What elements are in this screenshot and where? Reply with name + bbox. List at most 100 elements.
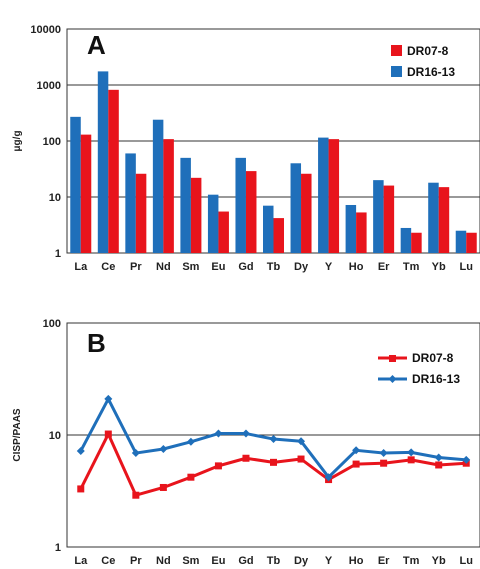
- bar-dr07-8-dy: [301, 173, 312, 253]
- point-dr07-8-sm: [187, 473, 195, 481]
- point-dr16-13-la: [76, 446, 85, 455]
- x-tick-label-dy: Dy: [294, 555, 309, 567]
- x-tick-label-ce: Ce: [101, 261, 115, 273]
- x-tick-label-y: Y: [325, 261, 333, 273]
- bar-dr16-13-pr: [125, 153, 136, 253]
- bar-dr07-8-y: [328, 139, 340, 253]
- point-dr16-13-er: [379, 449, 388, 458]
- panel-a-legend: DR07-8 DR16-13: [391, 44, 455, 79]
- bar-dr16-13-la: [70, 116, 81, 253]
- x-tick-label-sm: Sm: [182, 261, 199, 273]
- bar-dr07-8-er: [383, 185, 395, 253]
- point-dr16-13-y: [324, 473, 333, 482]
- bar-dr16-13-sm: [180, 157, 191, 253]
- legend-marker-dr16-13: [388, 375, 397, 383]
- x-tick-label-yb: Yb: [432, 555, 446, 567]
- y-tick-label: 10000: [30, 24, 61, 36]
- bar-dr07-8-tb: [273, 218, 284, 253]
- bar-dr16-13-dy: [290, 163, 302, 253]
- x-tick-label-dy: Dy: [294, 261, 309, 273]
- bar-dr07-8-pr: [135, 173, 147, 253]
- x-tick-label-lu: Lu: [460, 555, 473, 567]
- x-tick-label-la: La: [74, 555, 88, 567]
- x-tick-label-tb: Tb: [267, 261, 281, 273]
- x-tick-label-y: Y: [325, 555, 333, 567]
- legend-label-dr07-8: DR07-8: [407, 44, 449, 58]
- bar-dr16-13-tm: [400, 227, 412, 253]
- y-tick-label: 100: [43, 136, 61, 148]
- panel-a-ylabel: μg/g: [12, 130, 23, 151]
- point-dr07-8-tm: [407, 456, 415, 464]
- x-tick-label-yb: Yb: [432, 261, 446, 273]
- panel-b-legend: DR07-8 DR16-13: [378, 351, 460, 386]
- point-dr16-13-eu: [214, 429, 223, 438]
- x-tick-label-sm: Sm: [182, 555, 199, 567]
- bar-dr07-8-ce: [108, 89, 119, 254]
- y-tick-label: 10: [49, 192, 61, 204]
- point-dr16-13-tb: [269, 435, 278, 444]
- bar-dr16-13-eu: [207, 194, 219, 253]
- x-tick-label-lu: Lu: [460, 261, 473, 273]
- point-dr16-13-tm: [407, 448, 416, 457]
- x-tick-label-nd: Nd: [156, 261, 171, 273]
- y-tick-label: 1000: [37, 80, 61, 92]
- x-tick-label-er: Er: [378, 261, 390, 273]
- x-tick-label-la: La: [74, 261, 88, 273]
- legend-label-dr16-13: DR16-13: [407, 65, 455, 79]
- point-dr16-13-dy: [297, 437, 306, 446]
- bar-dr16-13-ho: [345, 204, 357, 253]
- point-dr16-13-pr: [131, 449, 140, 458]
- point-dr16-13-lu: [462, 455, 471, 464]
- bar-dr16-13-y: [318, 137, 329, 253]
- point-dr16-13-nd: [159, 444, 168, 453]
- bar-dr07-8-tm: [411, 232, 422, 253]
- point-dr07-8-ce: [104, 430, 112, 438]
- point-dr07-8-tb: [270, 458, 277, 466]
- x-tick-label-nd: Nd: [156, 555, 171, 567]
- x-tick-label-tb: Tb: [267, 555, 281, 567]
- x-tick-label-tm: Tm: [403, 555, 420, 567]
- bar-dr16-13-tb: [263, 205, 274, 253]
- bar-dr16-13-er: [373, 180, 384, 253]
- bar-dr16-13-ce: [97, 71, 109, 254]
- point-dr07-8-la: [77, 485, 85, 493]
- y-tick-label: 1: [55, 542, 61, 554]
- x-tick-label-gd: Gd: [238, 261, 253, 273]
- point-dr07-8-nd: [159, 483, 167, 491]
- bar-dr07-8-eu: [218, 211, 229, 253]
- panel-a: 1 10 100 1000 10000 La Ce Pr Nd Sm Eu Gd Tb Dy Y Ho Er T…: [12, 24, 480, 273]
- panel-b-label: B: [87, 328, 106, 358]
- legend-label-dr16-13: DR16-13: [412, 372, 460, 386]
- point-dr07-8-eu: [214, 462, 222, 470]
- bar-dr16-13-gd: [235, 157, 246, 253]
- point-dr07-8-er: [380, 459, 388, 467]
- legend-label-dr07-8: DR07-8: [412, 351, 454, 365]
- y-tick-label: 1: [55, 248, 61, 260]
- point-dr07-8-pr: [132, 491, 140, 499]
- point-dr16-13-sm: [186, 437, 195, 446]
- bar-dr07-8-sm: [190, 177, 202, 253]
- x-tick-label-eu: Eu: [211, 261, 225, 273]
- x-tick-label-pr: Pr: [130, 261, 142, 273]
- y-tick-label: 100: [43, 318, 61, 330]
- point-dr07-8-yb: [435, 461, 443, 469]
- point-dr16-13-gd: [241, 429, 250, 438]
- bar-dr07-8-gd: [245, 171, 257, 253]
- point-dr07-8-dy: [297, 455, 305, 463]
- panel-b: 1 10 100 La Ce Pr Nd Sm Eu Gd Tb Dy Y Ho Er Tm Yb Lu B C…: [12, 318, 480, 567]
- x-tick-label-er: Er: [378, 555, 390, 567]
- bar-dr07-8-nd: [163, 139, 174, 253]
- bar-dr16-13-lu: [455, 230, 467, 253]
- x-tick-label-gd: Gd: [238, 555, 253, 567]
- legend-marker-dr07-8: [389, 355, 396, 362]
- legend-swatch-dr07-8: [391, 45, 402, 56]
- point-dr16-13-yb: [434, 453, 443, 462]
- bar-dr07-8-yb: [438, 187, 450, 253]
- point-dr07-8-gd: [242, 454, 250, 462]
- point-dr16-13-ce: [104, 394, 113, 403]
- point-dr07-8-ho: [352, 460, 360, 468]
- bar-dr16-13-nd: [152, 119, 164, 254]
- panel-b-ylabel: CISP/PAAS: [12, 408, 23, 461]
- y-tick-label: 10: [49, 430, 61, 442]
- x-tick-label-ho: Ho: [349, 261, 364, 273]
